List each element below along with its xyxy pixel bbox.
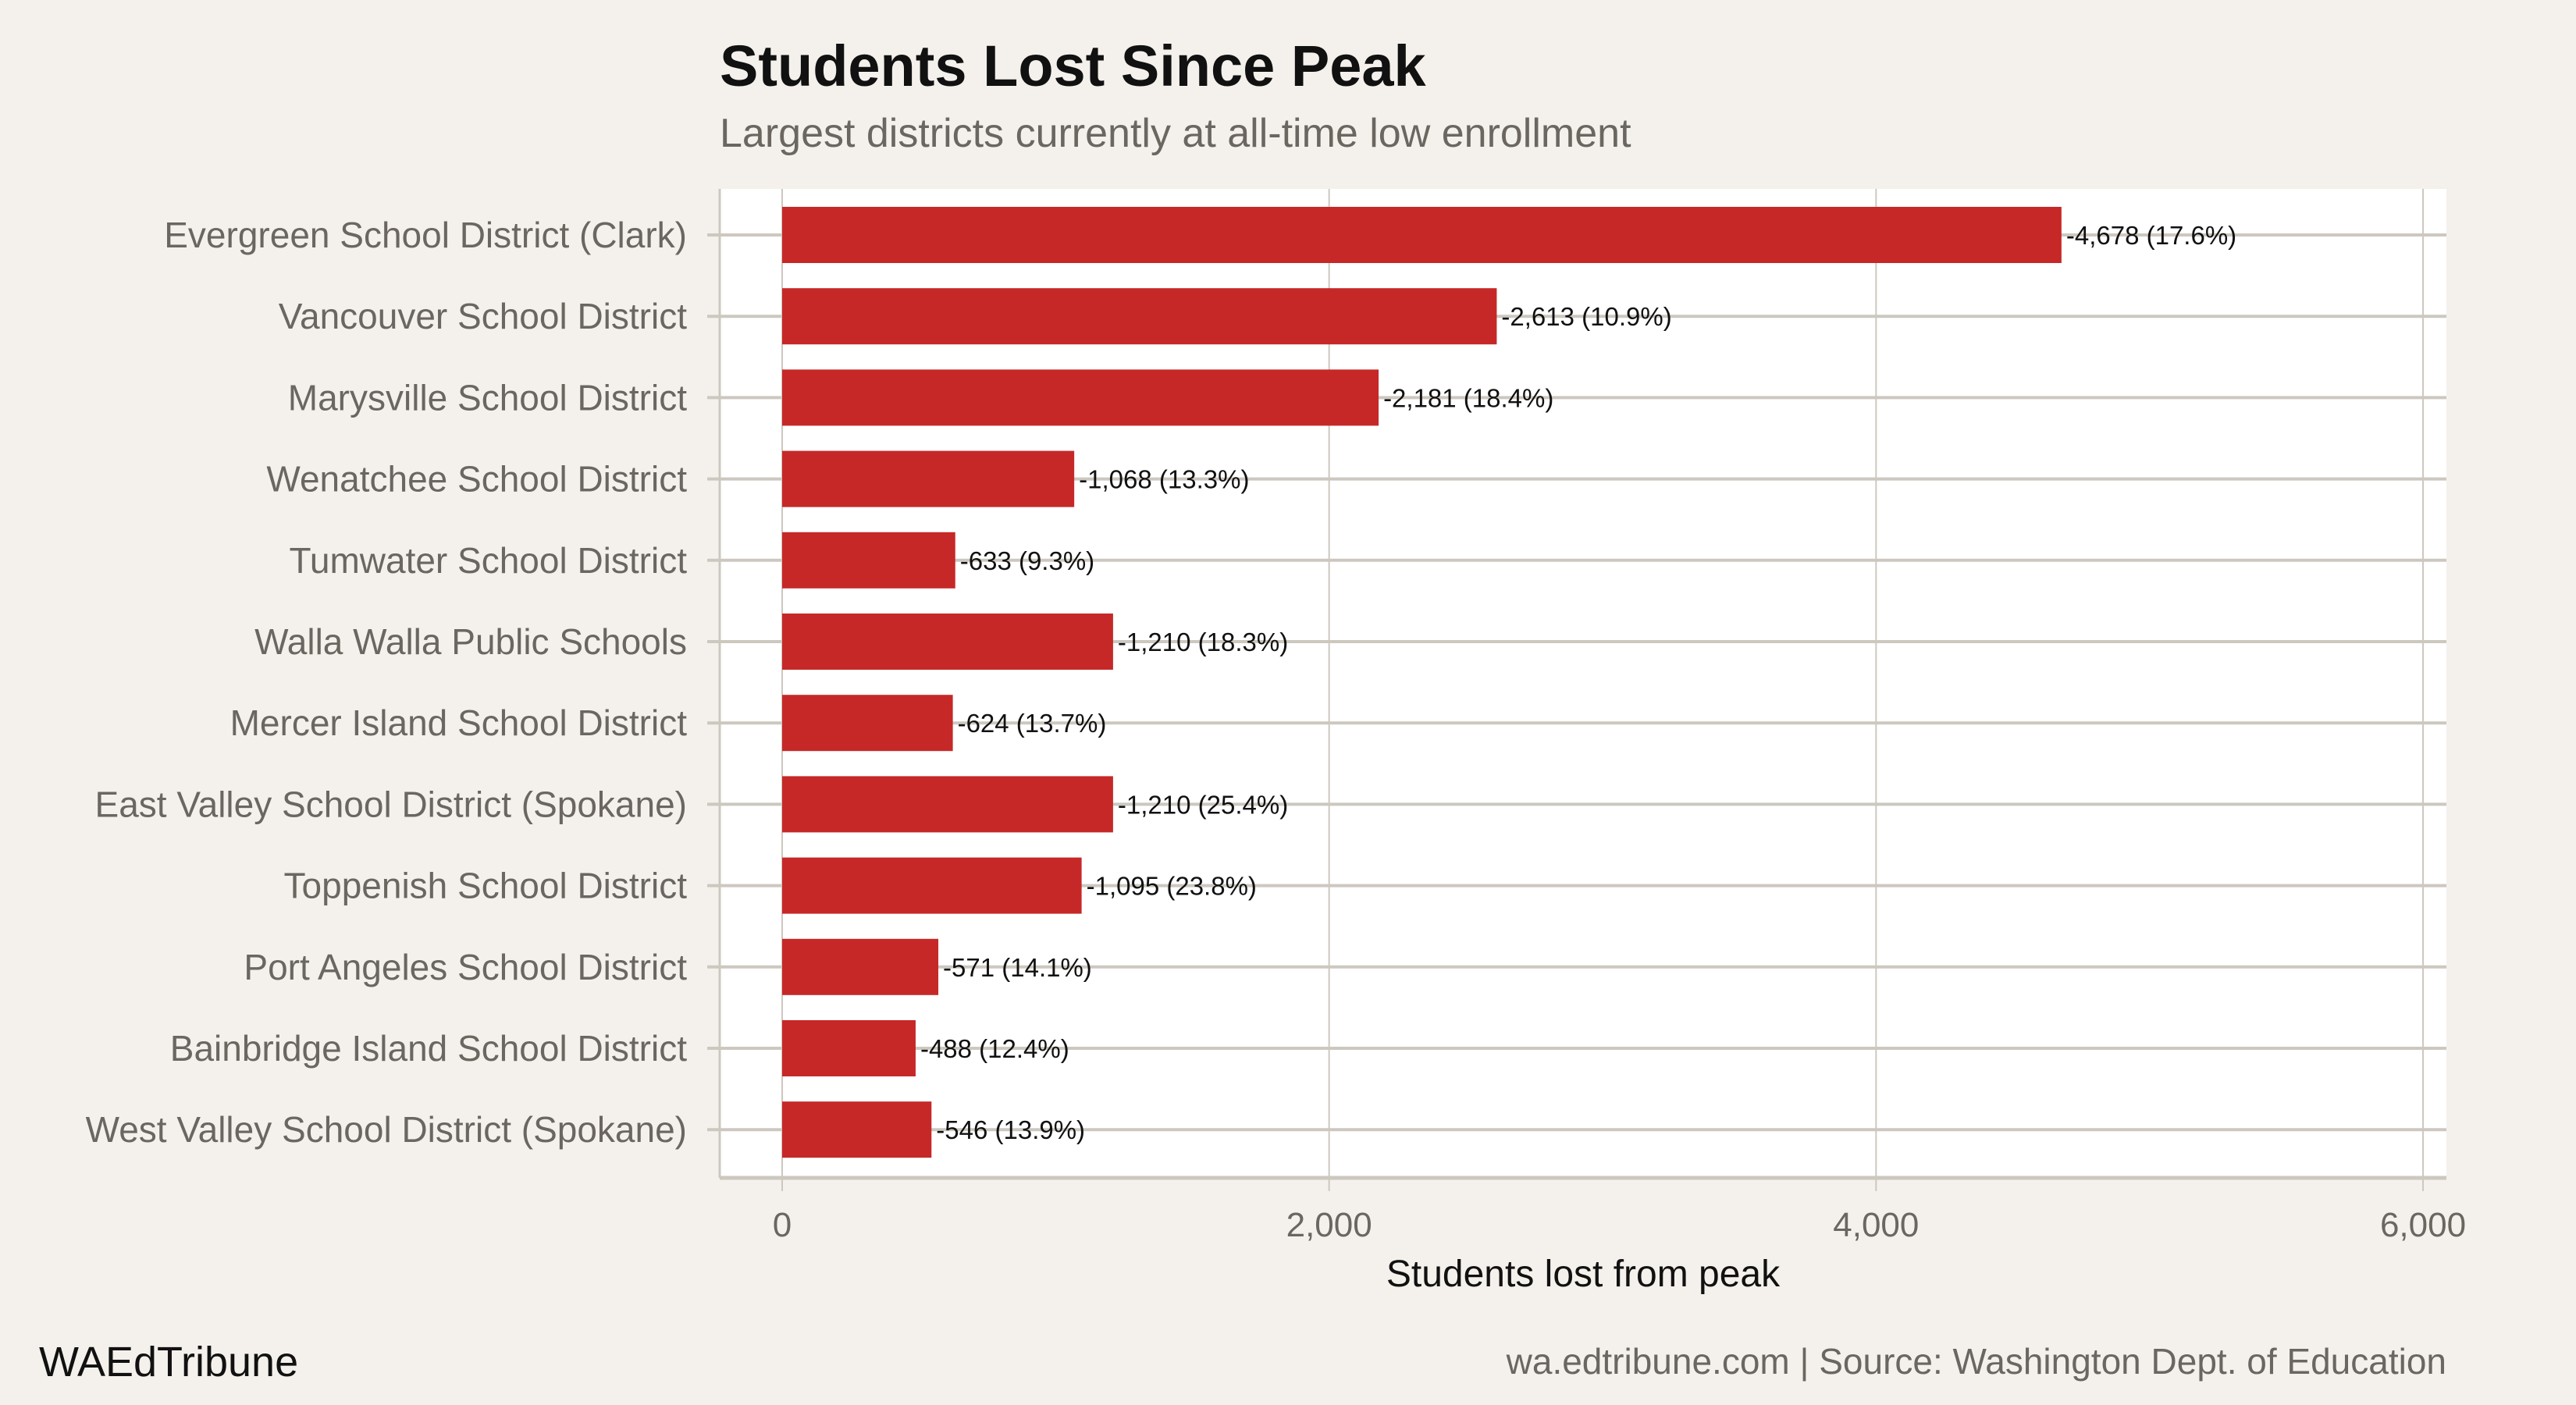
bar: [782, 776, 1113, 833]
y-category-label: Wenatchee School District: [266, 459, 687, 500]
plot-panel: [720, 189, 2446, 1178]
bar: [782, 1101, 932, 1158]
y-axis-labels: Evergreen School District (Clark) Vancouv…: [86, 215, 688, 1150]
bar: [782, 532, 955, 589]
bar: [782, 857, 1082, 914]
y-category-label: Toppenish School District: [284, 866, 688, 906]
y-category-label: East Valley School District (Spokane): [95, 784, 687, 824]
bar: [782, 938, 939, 995]
y-category-label: Tumwater School District: [289, 540, 687, 581]
bar: [782, 695, 953, 752]
source-note: wa.edtribune.com | Source: Washington De…: [1506, 1341, 2446, 1382]
bar: [782, 369, 1379, 426]
y-category-label: Port Angeles School District: [244, 947, 687, 987]
bar: [782, 288, 1497, 345]
bar: [782, 614, 1113, 670]
bar-value-label: -1,210 (25.4%): [1118, 790, 1288, 819]
x-tick-label: 2,000: [1286, 1206, 1372, 1244]
y-category-label: Marysville School District: [288, 377, 687, 418]
bar: [782, 450, 1075, 507]
bar: [782, 207, 2062, 263]
brand-logo-text: WAEdTribune: [39, 1339, 298, 1385]
bar-value-label: -1,095 (23.8%): [1087, 872, 1257, 901]
y-category-label: Bainbridge Island School District: [170, 1028, 687, 1069]
bar-value-label: -624 (13.7%): [958, 709, 1107, 738]
y-category-label: Walla Walla Public Schools: [254, 621, 687, 662]
bar-value-label: -4,678 (17.6%): [2066, 221, 2236, 250]
bar-value-label: -488 (12.4%): [920, 1034, 1069, 1063]
y-category-label: West Valley School District (Spokane): [86, 1109, 687, 1150]
chart-subtitle: Largest districts currently at all-time …: [720, 111, 1631, 156]
bar-value-label: -1,210 (18.3%): [1118, 628, 1288, 656]
bar-value-label: -2,181 (18.4%): [1383, 383, 1553, 412]
bar: [782, 1020, 916, 1076]
bar-value-label: -633 (9.3%): [960, 546, 1094, 575]
bar-value-label: -1,068 (13.3%): [1079, 465, 1249, 494]
y-category-label: Mercer Island School District: [230, 702, 688, 743]
chart-title: Students Lost Since Peak: [720, 34, 1427, 98]
y-category-label: Vancouver School District: [279, 296, 687, 336]
data-labels: -4,678 (17.6%) -2,613 (10.9%) -2,181 (18.4…: [920, 221, 2236, 1144]
bars: [782, 207, 2062, 1158]
x-tick-label: 4,000: [1833, 1206, 1919, 1244]
x-axis-ticks: 0 2,000 4,000 6,000: [773, 1206, 2466, 1244]
x-tick-label: 0: [773, 1206, 792, 1244]
bar-value-label: -2,613 (10.9%): [1501, 302, 1671, 331]
y-category-label: Evergreen School District (Clark): [164, 215, 687, 255]
x-axis-title: Students lost from peak: [1386, 1254, 1781, 1295]
bar-value-label: -546 (13.9%): [936, 1115, 1085, 1144]
bar-value-label: -571 (14.1%): [943, 953, 1092, 982]
x-tick-label: 6,000: [2380, 1206, 2466, 1244]
